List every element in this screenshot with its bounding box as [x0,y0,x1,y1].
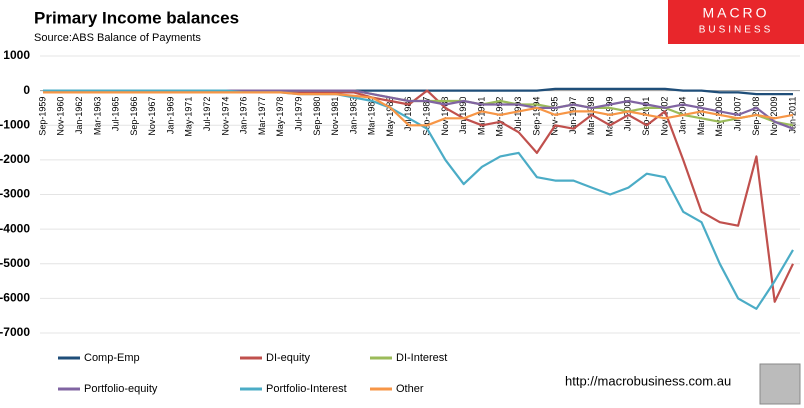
x-tick-label: Jan-1976 [239,97,249,135]
x-tick-label: May-1985 [385,97,395,137]
x-tick-label: Jul-1972 [202,97,212,132]
x-tick-label: Nov-1967 [147,97,157,136]
y-tick-label: -3000 [0,187,30,201]
x-tick-label: Sep-1966 [129,97,139,136]
series-line [43,89,794,310]
logo-box [668,0,804,44]
legend-label: Other [396,383,424,395]
x-tick-label: Sep-1980 [312,97,322,136]
y-tick-label: -4000 [0,221,30,235]
x-tick-label: Jul-1965 [111,97,121,132]
x-tick-label: Mar-1991 [476,97,486,136]
x-tick-label: Nov-1960 [56,97,66,136]
x-tick-label: Mar-1963 [92,97,102,136]
x-tick-label: May-1992 [495,97,505,137]
x-tick-label: May-1978 [275,97,285,137]
x-tick-label: Jul-1993 [513,97,523,132]
logo-top: MACRO [702,5,769,21]
x-tick-label: Sep-1987 [422,97,432,136]
x-tick-label: Sep-2001 [641,97,651,136]
legend-label: Portfolio-equity [84,383,158,395]
x-tick-label: Mar-2005 [696,97,706,136]
x-tick-label: Jan-1983 [348,97,358,135]
series-line [43,91,794,127]
x-tick-label: Jul-1986 [403,97,413,132]
x-tick-label: Jul-1979 [293,97,303,132]
y-tick-label: 0 [23,83,30,97]
x-tick-label: Nov-2009 [769,97,779,136]
x-tick-label: May-1971 [184,97,194,137]
legend-label: DI-equity [266,352,311,364]
legend-label: Portfolio-Interest [266,383,347,395]
logo-icon [759,363,801,405]
x-tick-label: Jan-1997 [568,97,578,135]
legend-label: Comp-Emp [84,352,140,364]
url: http://macrobusiness.com.au [565,373,731,388]
x-tick-label: Nov-1995 [550,97,560,136]
x-tick-label: Sep-1994 [531,97,541,136]
x-tick-label: Jan-1962 [74,97,84,135]
chart-title: Primary Income balances [34,8,239,27]
x-tick-label: Jan-1990 [458,97,468,135]
x-tick-label: Jul-2000 [623,97,633,132]
y-tick-label: -1000 [0,117,30,131]
y-tick-label: -2000 [0,152,30,166]
x-tick-label: May-1999 [604,97,614,137]
x-tick-label: Sep-2008 [751,97,761,136]
x-tick-label: Nov-1981 [330,97,340,136]
y-tick-label: -6000 [0,291,30,305]
x-tick-label: Mar-1984 [367,97,377,136]
logo-bottom: BUSINESS [699,25,774,36]
x-tick-label: Nov-2002 [659,97,669,136]
x-tick-label: Jan-1969 [165,97,175,135]
x-tick-label: Mar-1977 [257,97,267,136]
y-tick-label: -5000 [0,256,30,270]
x-tick-label: Nov-1974 [220,97,230,136]
x-tick-label: Nov-1988 [440,97,450,136]
legend-label: DI-Interest [396,352,447,364]
x-tick-label: May-2006 [714,97,724,137]
y-tick-label: -7000 [0,325,30,339]
y-tick-label: 1000 [3,48,30,62]
chart-subtitle: Source:ABS Balance of Payments [34,32,201,44]
x-tick-label: Sep-1959 [37,97,47,136]
